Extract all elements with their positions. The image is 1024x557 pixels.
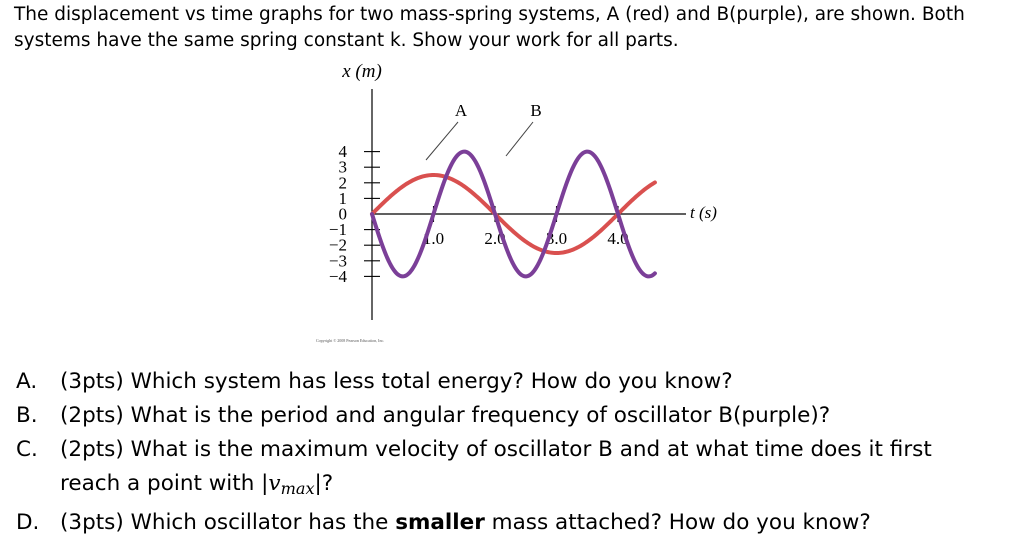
- question-c-line2-post: |?: [314, 471, 334, 496]
- y-tick-label: −3: [329, 251, 347, 270]
- y-tick-label: 0: [339, 205, 348, 224]
- series-b-line: [370, 149, 657, 279]
- y-tick-label: −2: [329, 236, 347, 255]
- y-tick-label: 2: [339, 173, 348, 192]
- question-d-body: (3pts) Which oscillator has the smaller …: [60, 506, 1016, 540]
- intro-line-1: The displacement vs time graphs for two …: [14, 4, 965, 25]
- question-d-bold-word: smaller: [395, 510, 485, 536]
- y-tick-label: 3: [339, 158, 348, 177]
- question-a: A. (3pts) Which system has less total en…: [16, 365, 1016, 399]
- annotation-leader-b: [505, 121, 534, 157]
- annotation-leader-a: [425, 121, 459, 161]
- y-tick-label: −4: [329, 267, 348, 286]
- annotation-label-b: B: [530, 101, 541, 120]
- question-a-text: (3pts) Which system has less total energ…: [60, 369, 733, 394]
- problem-statement: The displacement vs time graphs for two …: [14, 2, 1014, 54]
- y-tick-label: 4: [339, 142, 348, 161]
- max-subscript: max: [280, 479, 315, 499]
- y-tick-label: 1: [339, 189, 348, 208]
- question-c: C. (2pts) What is the maximum velocity o…: [16, 433, 1016, 506]
- displacement-time-graph: x (m) t (s) 4 3 2 1 0 −1 −2 −3 −4 1.0 2.0 3.0 4.0 A…: [300, 56, 740, 352]
- v-max-symbol: vmax: [268, 471, 315, 499]
- series-a-line: [370, 172, 657, 255]
- question-b-letter: B.: [16, 403, 38, 428]
- question-d-text-pre: (3pts) Which oscillator has the: [60, 510, 396, 536]
- question-c-line2-pre: reach a point with |: [60, 471, 269, 496]
- question-d-text-post: mass attached? How do you know?: [484, 510, 871, 536]
- question-c-text: (2pts) What is the maximum velocity of o…: [60, 437, 932, 462]
- copyright-note: Copyright © 2008 Pearson Education, Inc.: [316, 338, 384, 344]
- question-c-line2: reach a point with |vmax|?: [60, 467, 1016, 506]
- intro-line-2: systems have the same spring constant k.…: [14, 30, 679, 51]
- v-symbol: v: [268, 471, 281, 496]
- question-a-letter: A.: [16, 369, 38, 394]
- question-c-letter: C.: [16, 437, 38, 462]
- question-c-body: (2pts) What is the maximum velocity of o…: [60, 433, 1016, 506]
- question-list: A. (3pts) Which system has less total en…: [16, 365, 1016, 540]
- annotation-label-a: A: [455, 101, 468, 120]
- y-axis-label: x (m): [341, 61, 382, 82]
- x-axis-label: t (s): [690, 203, 717, 222]
- question-d: D. (3pts) Which oscillator has the small…: [16, 506, 1016, 540]
- question-d-letter: D.: [16, 510, 40, 536]
- question-b: B. (2pts) What is the period and angular…: [16, 399, 1016, 433]
- y-tick-label: −1: [329, 220, 347, 239]
- question-b-text: (2pts) What is the period and angular fr…: [60, 403, 831, 428]
